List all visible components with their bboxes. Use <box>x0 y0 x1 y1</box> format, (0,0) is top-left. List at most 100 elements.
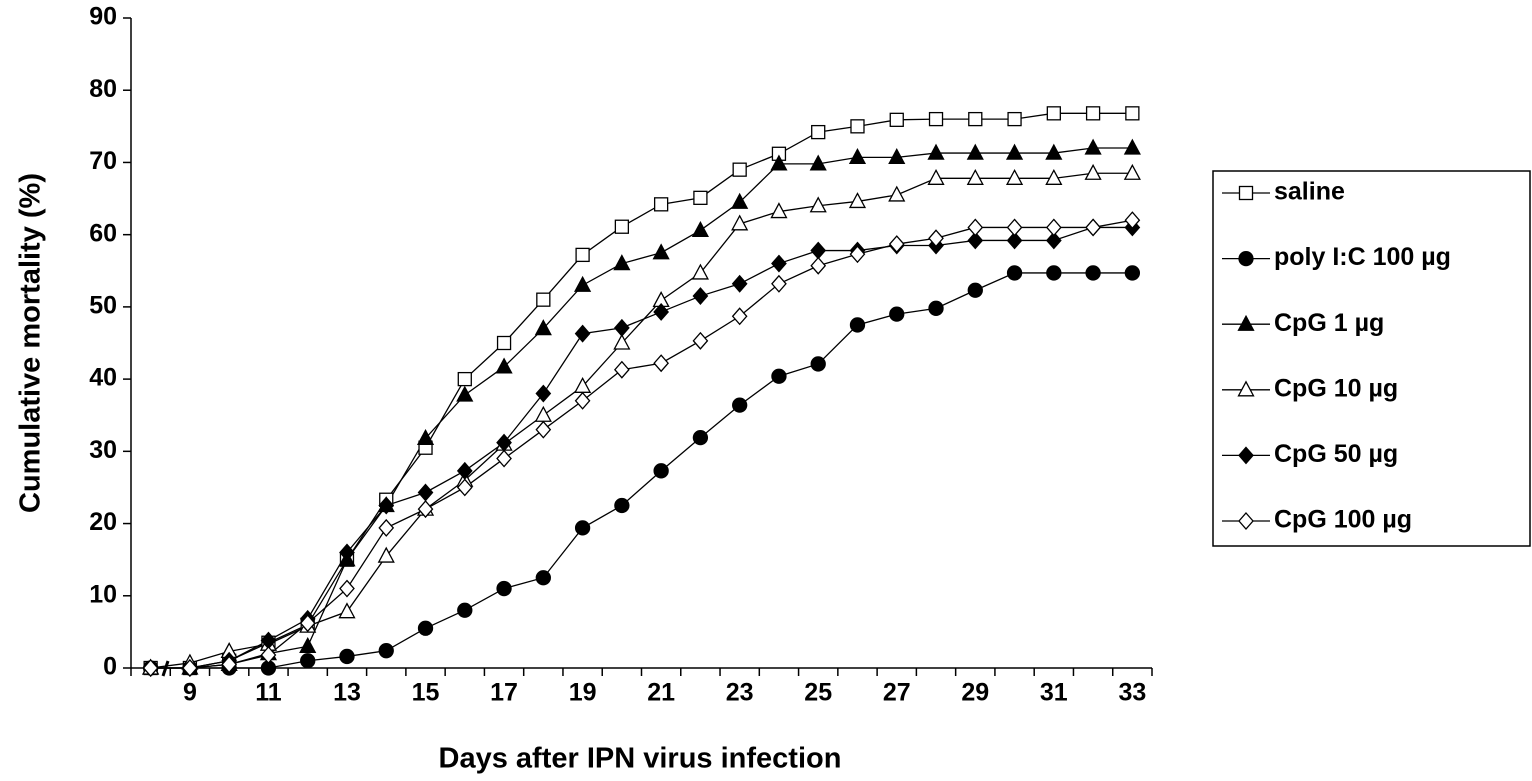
data-point <box>1123 163 1141 180</box>
data-point <box>1124 265 1141 281</box>
data-point <box>927 143 945 160</box>
data-point <box>849 245 866 264</box>
data-point <box>966 168 984 185</box>
legend-marker <box>1237 380 1255 397</box>
legend-text: CpG 1 µg <box>1274 309 1384 337</box>
data-point <box>1046 106 1061 121</box>
data-point <box>848 192 867 209</box>
data-point <box>339 579 355 598</box>
data-point <box>653 302 669 321</box>
legend-text: CpG 50 µg <box>1274 440 1398 468</box>
data-point <box>771 274 787 293</box>
data-point <box>731 274 748 293</box>
data-point <box>967 218 984 237</box>
data-point <box>534 405 552 422</box>
x-tick-label: 17 <box>490 679 518 707</box>
data-point <box>457 602 473 618</box>
data-point <box>770 202 788 219</box>
data-point <box>1085 265 1101 281</box>
legend-marker <box>1237 314 1255 331</box>
legend-marker <box>1238 512 1254 530</box>
x-tick-label: 25 <box>804 679 832 707</box>
data-point <box>809 196 827 213</box>
data-point <box>496 580 512 597</box>
x-tick-label: 29 <box>961 679 989 707</box>
data-point <box>1005 143 1024 160</box>
data-point <box>731 214 749 231</box>
data-point <box>378 518 395 537</box>
data-point <box>142 659 159 677</box>
data-point <box>456 478 473 497</box>
y-tick-label: 50 <box>89 291 117 319</box>
data-point <box>771 368 787 384</box>
data-point <box>1045 218 1062 237</box>
data-point <box>1085 218 1101 237</box>
data-point <box>574 324 591 343</box>
y-tick-label: 10 <box>89 580 117 608</box>
data-point <box>535 570 551 586</box>
data-point <box>732 397 748 413</box>
x-tick-label: 21 <box>647 679 675 707</box>
data-point <box>1085 106 1101 121</box>
y-tick-label: 70 <box>89 147 117 175</box>
data-point <box>496 335 512 351</box>
data-point <box>299 636 317 653</box>
y-tick-label: 90 <box>89 3 117 31</box>
legend-text: saline <box>1274 178 1345 206</box>
data-point <box>810 356 826 372</box>
data-point <box>770 154 788 171</box>
data-point <box>691 263 709 280</box>
data-point <box>574 391 591 410</box>
data-point <box>889 112 904 127</box>
legend-text: CpG 10 µg <box>1274 374 1398 402</box>
data-point <box>1005 168 1024 185</box>
data-point <box>888 148 906 165</box>
data-point <box>1125 106 1140 121</box>
data-point <box>810 241 827 260</box>
data-point <box>377 546 395 563</box>
legend-marker <box>1238 185 1254 201</box>
data-point <box>299 614 316 633</box>
data-point <box>927 168 945 185</box>
data-point <box>692 331 709 350</box>
data-point <box>1045 143 1063 160</box>
data-point <box>338 602 356 619</box>
data-point <box>692 429 709 446</box>
data-point <box>1045 168 1063 185</box>
data-point <box>456 385 474 402</box>
data-point <box>1045 231 1062 250</box>
data-point <box>968 111 983 127</box>
data-point <box>966 143 984 160</box>
series-line <box>150 147 1133 669</box>
x-tick-label: 15 <box>412 679 440 707</box>
data-point <box>457 371 472 387</box>
data-point <box>536 292 551 307</box>
data-point <box>260 646 277 664</box>
x-tick-label: 27 <box>883 679 911 707</box>
data-point <box>614 318 630 337</box>
data-point <box>849 317 866 333</box>
data-point <box>928 229 944 248</box>
data-point <box>496 449 512 468</box>
data-point <box>809 154 827 171</box>
data-point <box>1084 163 1102 180</box>
data-point <box>848 148 867 165</box>
data-point <box>731 307 748 326</box>
series-line <box>150 272 1133 669</box>
data-point <box>691 220 709 237</box>
data-point <box>574 520 591 536</box>
data-point <box>574 275 592 292</box>
data-point <box>1006 265 1023 281</box>
data-point <box>1124 211 1141 230</box>
x-tick-label: 33 <box>1118 679 1146 707</box>
data-point <box>378 643 394 659</box>
x-axis-title: Days after IPN virus infection <box>439 743 842 775</box>
legend-text: poly I:C 100 µg <box>1274 243 1451 271</box>
data-point <box>1084 138 1102 155</box>
y-tick-label: 30 <box>89 436 117 464</box>
data-point <box>339 648 355 665</box>
data-point <box>535 420 552 439</box>
data-point <box>495 357 513 374</box>
data-point <box>417 620 434 636</box>
legend-text: CpG 100 µg <box>1274 506 1412 534</box>
